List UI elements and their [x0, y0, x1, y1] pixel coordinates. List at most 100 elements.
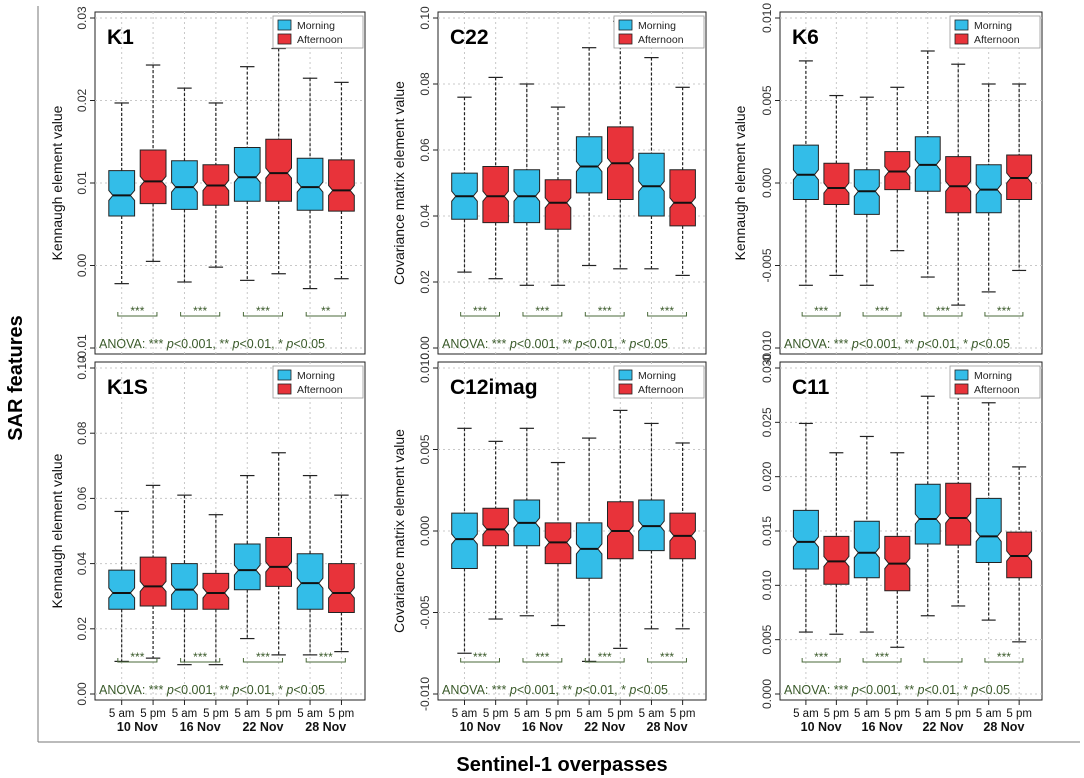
y-tick-label: 0.02	[75, 617, 89, 641]
significance-label: ***	[130, 650, 144, 664]
significance-bracket	[584, 312, 625, 317]
significance-label: ***	[256, 650, 270, 664]
significance-label: ***	[598, 304, 612, 318]
x-date-label: 28 Nov	[647, 720, 688, 734]
anova-part: <0.01, *	[583, 337, 630, 351]
legend-swatch-morning	[277, 369, 292, 381]
anova-prefix: ANOVA:	[442, 337, 492, 351]
y-tick-label: 0.04	[418, 204, 432, 228]
significance-label: ***	[598, 650, 612, 664]
box-afternoon-22-nov	[945, 63, 972, 306]
anova-part: <0.001, **	[174, 683, 233, 697]
x-tick-label: 5 pm	[1006, 708, 1032, 720]
x-tick-label: 5 am	[452, 708, 478, 720]
box-morning-28-nov	[975, 83, 1002, 293]
significance-label: ***	[814, 304, 828, 318]
y-tick-label: 0.08	[418, 72, 432, 96]
box-afternoon-10-nov	[823, 94, 850, 276]
box-morning-10-nov	[792, 422, 819, 633]
box-morning-28-nov	[638, 56, 665, 270]
y-tick-label: -0.005	[760, 248, 774, 282]
x-tick-label: 5 pm	[203, 708, 229, 720]
significance-bracket	[923, 312, 963, 317]
y-tick-label: -0.010	[760, 331, 774, 365]
box-afternoon-16-nov	[202, 514, 230, 666]
x-date-label: 10 Nov	[117, 720, 158, 734]
x-date-label: 16 Nov	[180, 720, 221, 734]
y-tick-label: 0.005	[760, 624, 774, 654]
anova-prefix: ANOVA:	[784, 683, 834, 697]
significance-bracket	[984, 658, 1024, 663]
box-afternoon-16-nov	[202, 102, 230, 268]
box-body	[265, 138, 292, 202]
legend-swatch-afternoon	[618, 383, 633, 395]
panel-frame	[94, 361, 366, 701]
anova-part: ***	[492, 683, 510, 697]
legend-label-morning: Morning	[297, 370, 335, 382]
anova-part: ***	[149, 337, 167, 351]
y-tick-label: -0.01	[75, 334, 89, 362]
box-afternoon-28-nov	[669, 442, 696, 630]
panel-label: K1S	[107, 376, 148, 399]
y-tick-label: 0.08	[75, 421, 89, 445]
box-afternoon-28-nov	[328, 494, 355, 653]
y-tick-label: 0.000	[418, 516, 432, 546]
x-tick-label: 5 am	[109, 708, 135, 720]
box-body	[108, 170, 136, 217]
x-date-label: 28 Nov	[983, 720, 1024, 734]
legend-swatch-afternoon	[277, 383, 292, 395]
anova-part: <0.05	[636, 683, 668, 697]
y-tick-label: 0.02	[418, 270, 432, 294]
x-tick-label: 5 am	[854, 708, 880, 720]
significance-label: ***	[660, 650, 674, 664]
box-body	[914, 483, 941, 545]
box-body	[328, 159, 355, 212]
box-morning-22-nov	[575, 437, 603, 663]
box-afternoon-22-nov	[265, 452, 292, 656]
significance-label: ***	[997, 304, 1011, 318]
x-date-label: 22 Nov	[242, 720, 283, 734]
anova-part: p	[970, 683, 978, 697]
legend-label-morning: Morning	[974, 20, 1012, 32]
y-tick-label: 0.005	[760, 85, 774, 115]
significance-bracket	[117, 658, 158, 663]
significance-bracket	[984, 312, 1024, 317]
legend-label-morning: Morning	[638, 370, 676, 382]
box-afternoon-10-nov	[823, 452, 850, 635]
panel-k1s: 0.000.020.040.060.080.10*** *** *** ***ANOV…	[49, 356, 366, 734]
box-body	[823, 535, 850, 585]
box-body	[108, 569, 136, 610]
y-tick-label: 0.00	[75, 682, 89, 706]
anova-part: p	[970, 337, 978, 351]
significance-bracket	[584, 658, 625, 663]
significance-bracket	[242, 312, 284, 317]
anova-part: p	[166, 683, 174, 697]
anova-part: <0.01, *	[925, 683, 972, 697]
x-tick-label: 5 pm	[824, 708, 850, 720]
y-tick-label: 0.000	[760, 168, 774, 198]
anova-part: <0.05	[293, 683, 325, 697]
significance-bracket	[923, 658, 963, 663]
significance-label: ***	[130, 304, 144, 318]
box-afternoon-10-nov	[139, 484, 167, 659]
anova-prefix: ANOVA:	[442, 683, 492, 697]
box-morning-16-nov	[171, 494, 198, 666]
box-body	[669, 169, 696, 227]
y-tick-label: 0.000	[760, 679, 774, 709]
anova-part: p	[509, 683, 517, 697]
box-afternoon-28-nov	[1006, 466, 1033, 643]
anova-part: <0.05	[293, 337, 325, 351]
x-tick-label: 5 pm	[545, 708, 571, 720]
box-body	[202, 572, 230, 610]
y-axis-label: Kennaugh element value	[49, 453, 65, 608]
significance-label: ***	[997, 650, 1011, 664]
y-tick-label: 0.10	[75, 356, 89, 380]
legend-swatch-afternoon	[277, 33, 292, 45]
significance-bracket	[647, 312, 687, 317]
y-axis-label: Covariance matrix element value	[391, 81, 407, 285]
x-tick-label: 5 pm	[885, 708, 911, 720]
figure-y-label: SAR features	[5, 315, 27, 441]
anova-part: <0.001, **	[859, 337, 918, 351]
x-date-label: 22 Nov	[922, 720, 963, 734]
